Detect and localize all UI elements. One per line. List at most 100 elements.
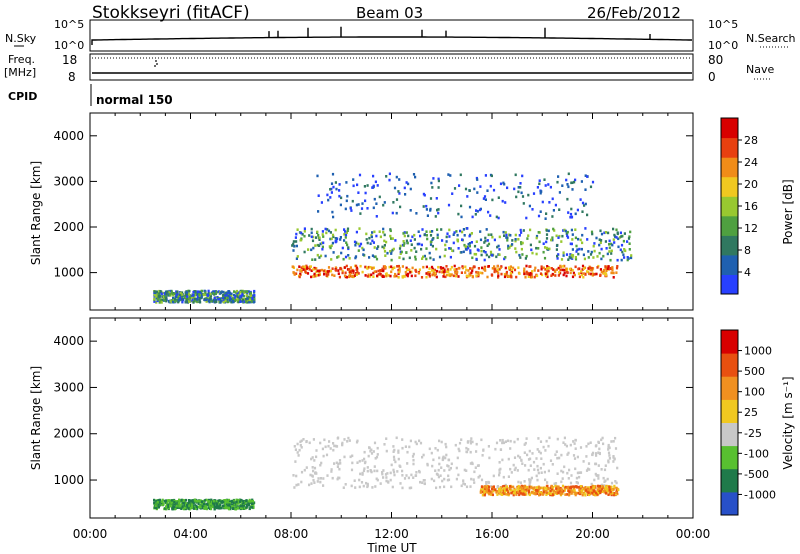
echo-cell (182, 502, 185, 505)
echo-cell (592, 256, 595, 259)
echo-cell (461, 266, 464, 270)
echo-cell (544, 217, 547, 220)
echo-cell (493, 238, 496, 242)
echo-cell (305, 440, 308, 443)
echo-cell (509, 439, 512, 443)
echo-cell (443, 477, 446, 481)
echo-cell (392, 468, 395, 472)
echo-cell (240, 506, 243, 510)
echo-cell (393, 275, 396, 278)
echo-cell (574, 493, 577, 497)
echo-cell (385, 476, 388, 479)
echo-cell (565, 253, 569, 256)
echo-cell (386, 251, 389, 255)
echo-cell (509, 447, 512, 450)
echo-cell (484, 236, 487, 240)
echo-cell (167, 290, 170, 294)
echo-cell (619, 248, 622, 252)
echo-cell (426, 214, 429, 217)
echo-cell (509, 488, 512, 492)
echo-cell (176, 290, 179, 293)
echo-cell (597, 474, 600, 477)
echo-cell (483, 485, 486, 489)
echo-cell (384, 254, 387, 257)
echo-cell (475, 450, 478, 453)
echo-cell (300, 270, 303, 273)
echo-cell (413, 233, 416, 237)
colorbar-tick-label: 1000 (744, 345, 772, 358)
echo-cell (573, 457, 577, 460)
y-tick-label: 2000 (53, 427, 84, 441)
echo-cell (372, 266, 375, 270)
echo-cell (562, 470, 565, 474)
echo-cell (597, 484, 600, 488)
echo-cell (407, 272, 410, 276)
echo-cell (381, 472, 384, 476)
echo-cell (371, 254, 374, 257)
echo-cell (369, 242, 372, 245)
echo-cell (573, 489, 576, 492)
echo-cell (201, 504, 205, 507)
echo-cell (524, 490, 527, 494)
echo-cell (301, 233, 304, 236)
echo-cell (485, 482, 488, 486)
echo-cell (522, 491, 525, 494)
colorbar-segment (721, 137, 738, 158)
echo-cell (372, 184, 375, 188)
echo-cell (562, 251, 565, 254)
echo-cell (517, 488, 520, 492)
echo-cell (595, 236, 598, 240)
echo-cell (395, 274, 398, 278)
echo-cell (431, 464, 434, 468)
echo-cell (574, 439, 577, 442)
echo-cell (484, 174, 487, 177)
x-tick-label: 20:00 (575, 527, 610, 541)
echo-cell (593, 242, 596, 245)
echo-cell (295, 474, 298, 478)
echo-cell (539, 210, 542, 213)
echo-cell (600, 488, 603, 491)
echo-cell (519, 186, 522, 189)
echo-cell (183, 296, 186, 300)
echo-cell (392, 445, 395, 448)
echo-cell (223, 294, 226, 297)
echo-cell (519, 256, 522, 259)
echo-cell (434, 271, 437, 275)
echo-cell (455, 477, 458, 481)
echo-cell (209, 502, 212, 506)
echo-cell (605, 247, 608, 250)
echo-cell (253, 289, 256, 293)
echo-cell (549, 492, 552, 495)
echo-cell (437, 468, 440, 472)
echo-cell (628, 242, 631, 245)
echo-cell (339, 462, 342, 465)
echo-cell (345, 199, 348, 203)
echo-cell (509, 487, 512, 491)
echo-cell (155, 295, 158, 298)
power-ylabel: Slant Range [km] (29, 161, 43, 265)
echo-cell (451, 192, 454, 195)
echo-cell (598, 489, 601, 492)
echo-cell (320, 461, 323, 465)
echo-cell (567, 185, 570, 189)
echo-cell (164, 501, 167, 504)
echo-cell (548, 436, 551, 440)
echo-cell (558, 271, 561, 274)
echo-cell (228, 498, 231, 502)
echo-cell (443, 469, 446, 472)
echo-cell (165, 296, 168, 300)
echo-cell (209, 297, 212, 300)
echo-cell (514, 238, 517, 241)
echo-cell (615, 228, 618, 232)
echo-cell (405, 251, 408, 254)
echo-cell (322, 454, 325, 458)
echo-cell (574, 447, 577, 450)
echo-cell (462, 250, 465, 254)
echo-cell (401, 265, 404, 268)
echo-cell (618, 236, 622, 239)
echo-cell (394, 272, 397, 276)
echo-cell (372, 206, 375, 210)
echo-cell (365, 238, 368, 241)
x-tick-label: 00:00 (676, 527, 711, 541)
velocity-ylabel: Slant Range [km] (29, 366, 43, 470)
